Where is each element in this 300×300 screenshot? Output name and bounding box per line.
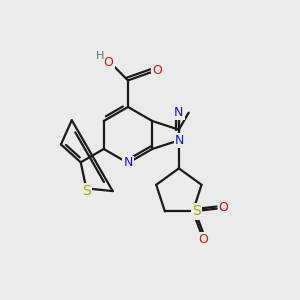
Text: S: S [82, 184, 91, 198]
Text: O: O [198, 233, 208, 246]
Text: N: N [174, 106, 184, 119]
Text: N: N [123, 157, 133, 169]
Text: O: O [219, 201, 229, 214]
Text: S: S [193, 204, 201, 218]
Text: N: N [175, 134, 184, 147]
Text: O: O [104, 56, 113, 70]
Text: O: O [152, 64, 162, 76]
Text: H: H [96, 51, 105, 61]
